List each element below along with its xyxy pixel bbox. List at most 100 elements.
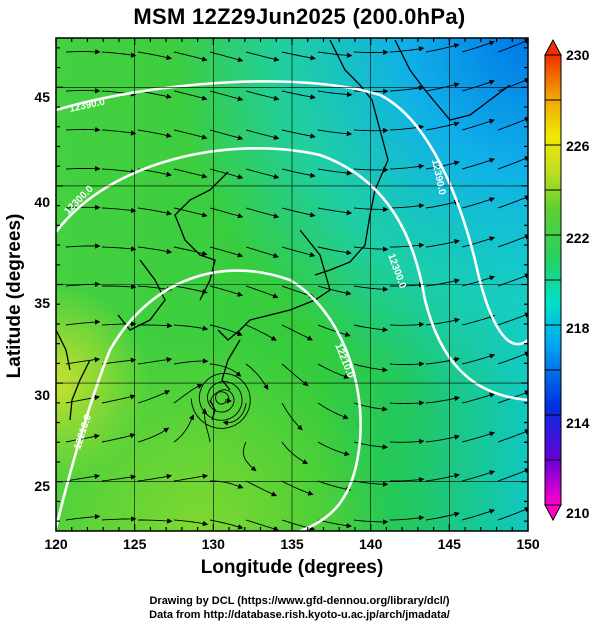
streamline [101, 394, 136, 404]
streamline [173, 519, 209, 527]
streamline [245, 129, 280, 140]
streamline [173, 246, 208, 256]
streamline [281, 207, 316, 218]
streamline [389, 163, 425, 170]
streamline [101, 516, 137, 522]
colorbar-min-arrow [544, 504, 562, 522]
streamline [101, 129, 137, 136]
streamline [461, 470, 496, 482]
streamline [281, 441, 309, 465]
chart-title: MSM 12Z29Jun2025 (200.0hPa) [133, 4, 466, 29]
streamline [461, 353, 496, 365]
streamline [317, 246, 352, 256]
streamline [317, 51, 353, 59]
x-tick-label: 140 [359, 536, 383, 552]
streamline [389, 46, 425, 53]
streamline [101, 357, 137, 365]
x-tick-label: 130 [201, 536, 225, 552]
streamline [245, 51, 280, 62]
streamline [425, 473, 460, 482]
streamline [137, 285, 173, 292]
streamline [497, 39, 528, 53]
streamline [222, 402, 247, 426]
y-tick-label: 45 [34, 89, 50, 105]
streamline [210, 480, 244, 489]
streamline [390, 282, 425, 288]
streamline [65, 473, 101, 482]
x-axis-label: Longitude (degrees) [200, 557, 384, 578]
streamline [209, 51, 244, 63]
streamline [281, 129, 316, 139]
streamline [461, 509, 495, 521]
streamline [317, 90, 353, 98]
streamline [461, 79, 495, 92]
colorbar-tick-label: 222 [566, 230, 590, 246]
streamline [209, 90, 244, 102]
streamline [317, 480, 352, 492]
y-tick-label: 40 [34, 194, 50, 210]
streamline [137, 473, 173, 482]
streamline [245, 324, 277, 341]
streamline [137, 390, 171, 404]
x-tick-label: 150 [516, 536, 540, 552]
streamline [497, 195, 528, 209]
streamline [461, 431, 496, 443]
streamline [65, 165, 101, 172]
colorbar-tick-label: 226 [566, 138, 590, 154]
streamline [65, 433, 100, 443]
streamline [425, 511, 460, 521]
streamline [389, 361, 425, 367]
streamline [425, 434, 460, 443]
streamline [101, 168, 137, 175]
streamline [173, 129, 208, 140]
streamline [242, 441, 257, 472]
streamline [65, 126, 101, 133]
coastlines [56, 39, 511, 421]
x-tick-label: 125 [123, 536, 147, 552]
streamline [245, 168, 280, 180]
streamline [245, 246, 279, 259]
streamline [245, 519, 279, 531]
streamline [209, 246, 244, 258]
streamline [425, 395, 460, 404]
streamline [65, 513, 101, 521]
streamline [281, 324, 313, 341]
streamline [209, 129, 244, 141]
x-tick-label: 145 [437, 536, 461, 552]
streamline [137, 51, 172, 61]
streamline [137, 246, 173, 255]
streamline [461, 236, 496, 248]
y-axis-label: Latitude (degrees) [4, 213, 25, 379]
streamline [137, 129, 172, 138]
streamline [101, 321, 137, 327]
streamline [425, 121, 460, 131]
x-tick-label: 120 [44, 536, 68, 552]
streamline [461, 392, 496, 404]
streamline [317, 324, 351, 337]
streamline [497, 351, 528, 365]
streamline [173, 324, 209, 331]
streamline [173, 168, 208, 179]
streamline [389, 438, 425, 445]
streamline [497, 273, 528, 287]
streamline [101, 433, 136, 443]
colorbar [544, 38, 562, 522]
streamline [245, 90, 280, 101]
streamline [209, 207, 244, 219]
streamline [245, 363, 269, 391]
footer-credit-data: Data from http://database.rish.kyoto-u.a… [149, 609, 450, 621]
streamline [317, 519, 352, 529]
streamline [137, 427, 170, 443]
streamline [461, 40, 495, 53]
streamline [65, 319, 101, 326]
x-tick-label: 135 [280, 536, 304, 552]
streamline [497, 312, 528, 326]
streamline [461, 314, 496, 326]
streamline [425, 278, 460, 287]
streamline [389, 203, 425, 209]
streamline [102, 284, 137, 290]
streamline [173, 51, 208, 62]
streamline [317, 363, 350, 379]
streamline [173, 207, 208, 218]
